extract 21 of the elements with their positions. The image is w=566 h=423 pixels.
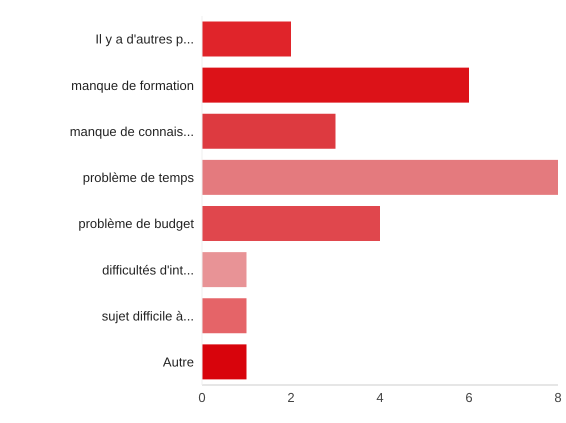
bar [202,344,246,380]
bar [202,206,380,242]
y-tick-label: problème de budget [78,216,194,232]
x-tick-label: 2 [287,390,295,406]
y-tick-label: manque de formation [71,78,194,93]
bar [202,114,336,149]
x-tick-label: 6 [465,390,473,406]
y-tick-label: manque de connais... [70,124,194,139]
x-tick-label: 4 [376,390,384,406]
y-tick-label: problème de temps [82,170,194,186]
y-tick-label: difficultés d'int... [102,262,194,278]
x-tick-label: 8 [554,390,562,406]
y-tick-label: Autre [162,354,194,370]
bar [202,68,469,103]
bar [202,298,246,334]
bar [202,22,291,57]
y-tick-label: Il y a d'autres p... [95,32,194,47]
y-tick-label: sujet difficile à... [102,308,194,324]
bar [202,252,246,288]
x-tick-label: 0 [198,390,206,406]
bar [202,160,558,195]
